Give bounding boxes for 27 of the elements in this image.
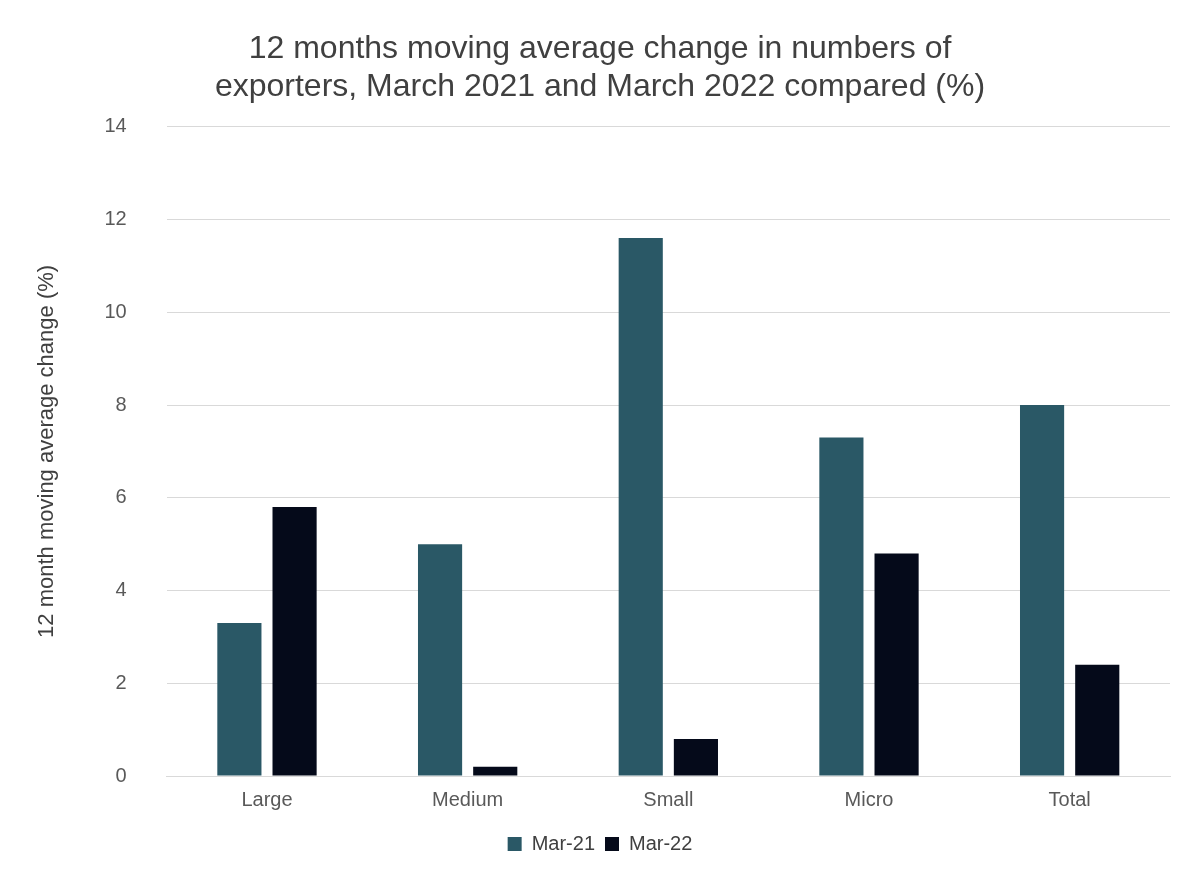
legend-label: Mar-21 [531, 831, 596, 854]
bar [819, 437, 864, 776]
bar [272, 507, 317, 776]
y-tick-label: 2 [115, 670, 127, 693]
y-tick-label: 14 [104, 114, 127, 137]
bar [874, 553, 919, 776]
y-tick-label: 0 [115, 763, 127, 786]
bar [217, 622, 262, 776]
y-tick-label: 8 [115, 392, 127, 415]
x-tick-label: Small [643, 787, 694, 810]
bar [673, 738, 718, 776]
y-tick-label: 4 [115, 578, 127, 601]
bar [1075, 664, 1120, 776]
y-tick-label: 12 [104, 207, 127, 230]
bar [1020, 405, 1065, 776]
bar [618, 238, 663, 776]
bar [417, 544, 463, 776]
legend-label: Mar-22 [629, 831, 693, 854]
y-axis-title: 12 month moving average change (%) [33, 264, 59, 638]
x-tick-label: Medium [432, 787, 504, 810]
x-tick-label: Total [1048, 787, 1091, 810]
y-tick-label: 6 [115, 485, 127, 508]
x-tick-label: Large [241, 787, 293, 810]
y-tick-label: 10 [104, 299, 127, 322]
bar [473, 766, 518, 776]
x-tick-label: Micro [844, 787, 894, 810]
chart-title: 12 months moving average change in numbers of exporters, March 2021 and March 2022 compared (%) [214, 29, 986, 104]
